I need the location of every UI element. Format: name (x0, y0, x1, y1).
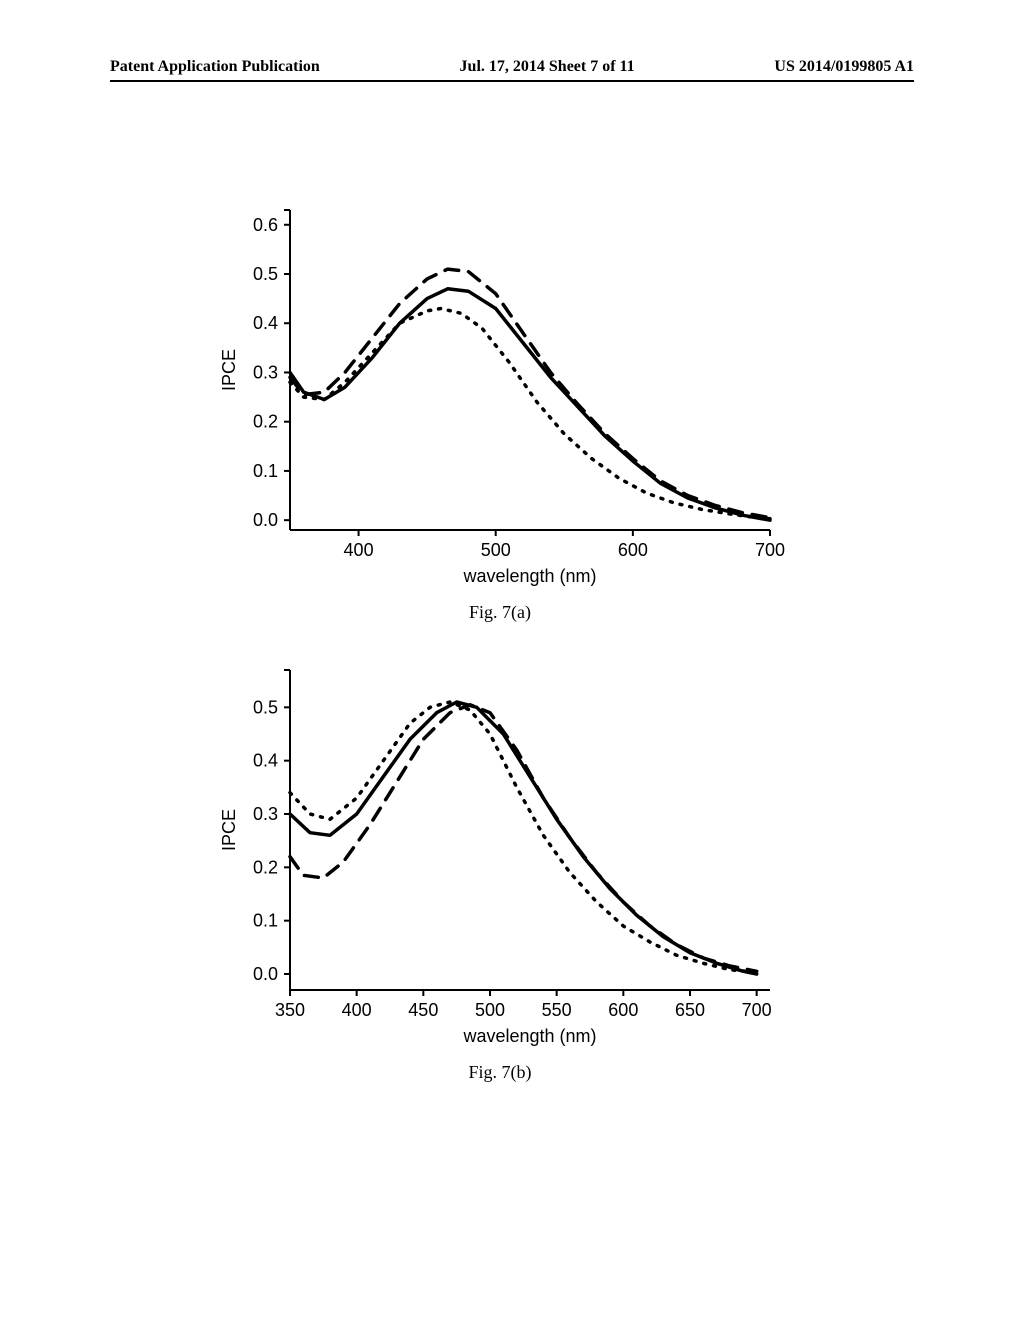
svg-text:0.2: 0.2 (253, 857, 278, 877)
svg-text:0.4: 0.4 (253, 313, 278, 333)
svg-text:500: 500 (481, 540, 511, 560)
svg-text:0.1: 0.1 (253, 461, 278, 481)
svg-text:0.3: 0.3 (253, 362, 278, 382)
svg-text:0.3: 0.3 (253, 804, 278, 824)
svg-text:650: 650 (675, 1000, 705, 1020)
chart-7b: 0.0 0.1 0.2 0.3 0.4 0.5 350 400 450 500 550 600 650 7… (210, 660, 790, 1083)
patent-header: Patent Application Publication Jul. 17, … (110, 58, 914, 76)
svg-text:IPCE: IPCE (219, 809, 239, 851)
svg-text:600: 600 (608, 1000, 638, 1020)
svg-text:0.0: 0.0 (253, 510, 278, 530)
svg-text:600: 600 (618, 540, 648, 560)
chart-7a-caption: Fig. 7(a) (210, 602, 790, 623)
svg-text:400: 400 (344, 540, 374, 560)
svg-text:wavelength (nm): wavelength (nm) (462, 566, 596, 586)
svg-text:400: 400 (342, 1000, 372, 1020)
svg-text:0.0: 0.0 (253, 964, 278, 984)
svg-text:550: 550 (542, 1000, 572, 1020)
svg-text:IPCE: IPCE (219, 349, 239, 391)
svg-text:500: 500 (475, 1000, 505, 1020)
chart-7b-svg: 0.0 0.1 0.2 0.3 0.4 0.5 350 400 450 500 550 600 650 7… (210, 660, 790, 1060)
svg-text:0.2: 0.2 (253, 412, 278, 432)
svg-text:0.4: 0.4 (253, 751, 278, 771)
svg-text:700: 700 (755, 540, 785, 560)
chart-7a: 0.0 0.1 0.2 0.3 0.4 0.5 0.6 400 500 600 700 wavelen… (210, 200, 790, 623)
svg-text:700: 700 (742, 1000, 772, 1020)
header-center: Jul. 17, 2014 Sheet 7 of 11 (460, 58, 635, 76)
header-divider (110, 80, 914, 82)
chart-7b-caption: Fig. 7(b) (210, 1062, 790, 1083)
header-right: US 2014/0199805 A1 (774, 58, 914, 76)
svg-text:350: 350 (275, 1000, 305, 1020)
header-left: Patent Application Publication (110, 58, 320, 76)
svg-text:450: 450 (408, 1000, 438, 1020)
svg-text:0.6: 0.6 (253, 215, 278, 235)
svg-text:0.5: 0.5 (253, 264, 278, 284)
svg-text:0.1: 0.1 (253, 911, 278, 931)
svg-text:0.5: 0.5 (253, 697, 278, 717)
chart-7a-svg: 0.0 0.1 0.2 0.3 0.4 0.5 0.6 400 500 600 700 wavelen… (210, 200, 790, 600)
svg-text:wavelength (nm): wavelength (nm) (462, 1026, 596, 1046)
